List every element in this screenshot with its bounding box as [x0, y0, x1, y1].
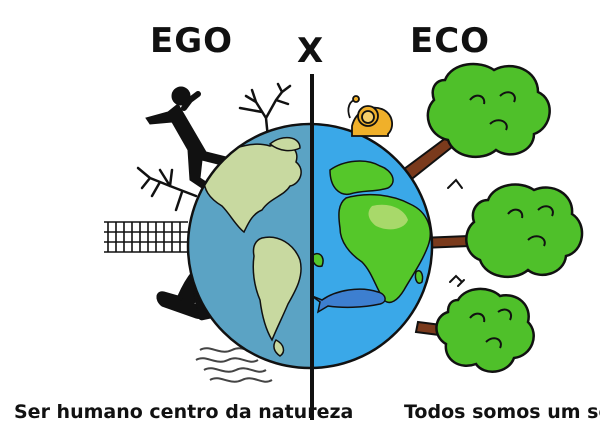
title-ego: EGO	[150, 21, 233, 61]
fence-icon	[104, 221, 188, 253]
dead-tree-icon-2	[136, 166, 198, 212]
tree-icon-middle	[465, 183, 584, 278]
caption-eco: Todos somos um só	[404, 401, 600, 423]
tree-icon-bottom	[435, 287, 535, 373]
whale-icon	[312, 288, 386, 314]
dead-tree-icon	[238, 82, 292, 140]
title-eco: ECO	[410, 21, 490, 61]
caption-ego: Ser humano centro da natureza	[14, 401, 353, 423]
tree-icon-top	[426, 62, 551, 158]
lion-icon	[347, 95, 393, 137]
title-separator: X	[297, 31, 324, 71]
globe-left-half	[188, 124, 312, 368]
bird-icon	[447, 178, 465, 287]
globe-right-half	[312, 124, 432, 368]
